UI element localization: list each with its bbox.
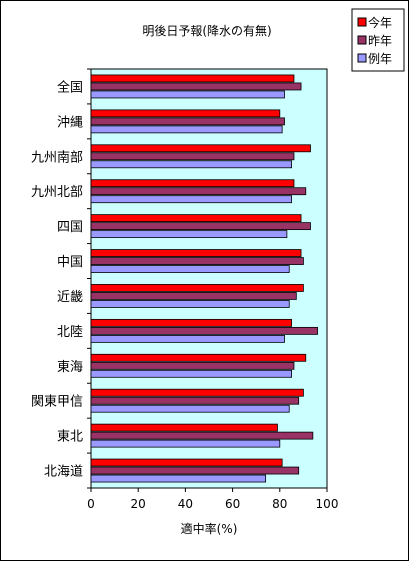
- bar-例年-沖縄: [90, 125, 283, 134]
- legend-swatch: [357, 17, 367, 27]
- bar-昨年-北海道: [90, 466, 300, 475]
- bar-昨年-四国: [90, 222, 311, 231]
- bar-今年-北陸: [90, 318, 293, 327]
- category-label: 近畿: [57, 290, 83, 305]
- bar-今年-東海: [90, 353, 307, 362]
- category-label: 北陸: [57, 324, 83, 340]
- x-tick-label: 100: [316, 497, 339, 511]
- x-tick-label: 80: [272, 497, 287, 511]
- category-label: 四国: [57, 220, 83, 235]
- bar-今年-全国: [90, 74, 295, 83]
- chart-title: 明後日予報(降水の有無): [142, 23, 271, 38]
- bar-昨年-東海: [90, 361, 295, 370]
- category-label: 東海: [57, 359, 83, 375]
- bar-今年-北海道: [90, 458, 283, 467]
- bar-例年-中国: [90, 265, 290, 273]
- category-label: 中国: [57, 255, 83, 270]
- legend-label: 昨年: [368, 34, 392, 48]
- x-tick-label: 60: [225, 497, 240, 511]
- bar-昨年-近畿: [90, 292, 297, 300]
- bar-今年-関東甲信: [90, 388, 304, 397]
- plot-area: [90, 68, 328, 489]
- legend-swatch: [357, 35, 367, 45]
- bar-今年-近畿: [90, 284, 304, 292]
- bar-例年-北海道: [90, 474, 267, 483]
- bar-昨年-関東甲信: [90, 396, 300, 405]
- bar-今年-九州北部: [90, 179, 295, 188]
- bar-昨年-全国: [90, 82, 302, 91]
- bar-昨年-九州南部: [90, 152, 295, 161]
- category-label: 九州北部: [31, 185, 83, 200]
- bar-例年-九州南部: [90, 160, 293, 169]
- bar-今年-沖縄: [90, 109, 281, 118]
- bar-例年-九州北部: [90, 195, 293, 204]
- bar-今年-東北: [90, 423, 278, 432]
- bar-昨年-沖縄: [90, 117, 285, 126]
- x-tick-label: 0: [87, 497, 95, 511]
- x-tick-label: 20: [131, 497, 146, 511]
- x-axis-label: 適中率(%): [181, 521, 238, 536]
- bar-今年-四国: [90, 214, 302, 223]
- category-label: 東北: [57, 429, 83, 445]
- bar-例年-関東甲信: [90, 404, 290, 413]
- category-label: 九州南部: [31, 149, 83, 165]
- legend-label: 例年: [368, 52, 392, 66]
- category-label: 沖縄: [57, 115, 83, 130]
- bar-例年-東北: [90, 439, 281, 448]
- bar-例年-北陸: [90, 334, 285, 343]
- category-label: 北海道: [44, 465, 83, 480]
- bar-例年-四国: [90, 230, 288, 239]
- bar-例年-全国: [90, 90, 285, 99]
- category-label: 関東甲信: [31, 394, 83, 410]
- legend-swatch: [357, 53, 367, 63]
- bar-今年-九州南部: [90, 144, 311, 153]
- bar-今年-中国: [90, 249, 302, 257]
- bar-例年-近畿: [90, 300, 290, 308]
- bar-昨年-九州北部: [90, 187, 307, 196]
- bar-昨年-中国: [90, 257, 304, 265]
- bar-昨年-東北: [90, 431, 314, 440]
- legend-label: 今年: [368, 15, 392, 30]
- category-label: 全国: [57, 79, 83, 95]
- bar-昨年-北陸: [90, 326, 318, 335]
- x-tick-label: 40: [178, 497, 193, 511]
- bar-例年-東海: [90, 369, 293, 378]
